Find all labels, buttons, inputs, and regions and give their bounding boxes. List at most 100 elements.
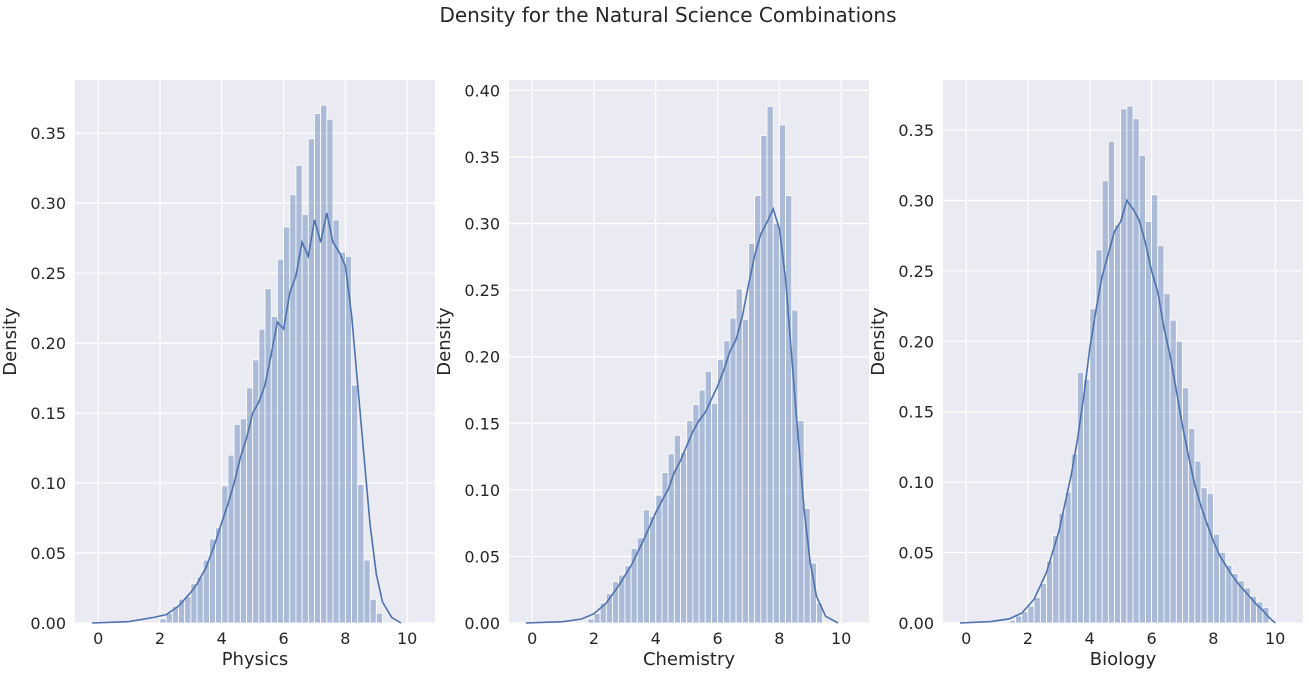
- y-tick-label: 0.20: [464, 348, 500, 367]
- x-axis-label: Chemistry: [643, 649, 735, 670]
- histogram-bar: [363, 559, 371, 624]
- y-tick-label: 0.00: [30, 614, 66, 633]
- histogram-bar: [1157, 245, 1165, 624]
- histogram-bar: [270, 316, 278, 624]
- histogram-bar: [1145, 221, 1152, 624]
- histogram-bar: [723, 340, 731, 624]
- panels: 0 2 4 6 8 10 0.00 0.05 0.10 0.15 0.20 0.25 0.30 0.35 P…: [0, 80, 1303, 670]
- histogram-bar: [741, 319, 749, 624]
- x-axis-label: Physics: [222, 649, 289, 670]
- y-tick-label: 0.00: [898, 614, 934, 633]
- y-tick-label: 0.05: [898, 544, 934, 563]
- histogram-bar: [1126, 105, 1134, 624]
- x-tick-label: 2: [589, 629, 599, 648]
- histogram-bar: [1194, 460, 1202, 624]
- plot-area: [509, 80, 869, 623]
- histogram-bar: [778, 124, 786, 624]
- histogram-bar: [227, 454, 235, 624]
- histogram-bar: [252, 359, 260, 624]
- x-tick-label: 6: [1146, 629, 1156, 648]
- x-tick-label: 4: [217, 629, 227, 648]
- histogram-bar: [326, 118, 334, 624]
- histogram-bar: [698, 389, 706, 624]
- histogram-bar: [655, 494, 663, 624]
- histogram-bar: [711, 402, 718, 624]
- subplot-physics: 0 2 4 6 8 10 0.00 0.05 0.10 0.15 0.20 0.25 0.30 0.35 P…: [0, 80, 435, 670]
- histogram-bar: [1206, 493, 1214, 624]
- x-tick-label: 0: [961, 629, 971, 648]
- histogram-bar: [283, 226, 291, 624]
- x-tick-label: 8: [340, 629, 350, 648]
- histogram-bar: [618, 574, 626, 624]
- histogram-bar: [1101, 180, 1109, 624]
- y-tick-label: 0.00: [464, 614, 500, 633]
- histogram-bar: [1089, 308, 1097, 624]
- x-tick-label: 2: [155, 629, 165, 648]
- histogram-bar: [1169, 319, 1177, 624]
- x-axis-label: Biology: [1090, 649, 1157, 670]
- histogram-bar: [1077, 371, 1085, 624]
- x-tick-label: 0: [527, 629, 537, 648]
- histogram-bar: [1132, 118, 1140, 624]
- y-tick-label: 0.40: [464, 81, 500, 100]
- histogram-bar: [791, 309, 799, 624]
- histogram-bar: [369, 598, 377, 624]
- histogram-bar: [338, 251, 346, 624]
- histogram-bar: [289, 194, 297, 624]
- y-tick-label: 0.15: [30, 404, 66, 423]
- histogram-bar: [692, 404, 700, 624]
- y-tick-label: 0.30: [898, 191, 934, 210]
- x-tick-label: 4: [651, 629, 661, 648]
- y-tick-label: 0.30: [464, 215, 500, 234]
- y-axis-label: Density: [868, 307, 889, 376]
- y-axis-label: Density: [434, 307, 455, 376]
- histogram-bar: [803, 508, 811, 624]
- plot-area: [943, 80, 1303, 623]
- histogram-bar: [1064, 491, 1072, 624]
- histogram-bar: [320, 104, 328, 624]
- histogram-bar: [766, 105, 774, 624]
- x-tick-label: 10: [831, 629, 851, 648]
- y-tick-label: 0.25: [464, 281, 500, 300]
- x-tick-label: 8: [774, 629, 784, 648]
- plot-area: [75, 80, 435, 623]
- histogram-bar: [1015, 615, 1023, 624]
- histogram-bar: [1021, 611, 1029, 624]
- histogram-bar: [754, 195, 762, 624]
- x-tick-label: 2: [1023, 629, 1033, 648]
- x-tick-label: 10: [1265, 629, 1285, 648]
- kde-line: [525, 206, 839, 624]
- histogram-bar: [277, 258, 284, 624]
- histogram-bar: [686, 420, 694, 624]
- y-tick-label: 0.25: [898, 262, 934, 281]
- histogram-bar: [1083, 378, 1091, 624]
- histogram-bar: [748, 243, 756, 624]
- histogram-bar: [184, 596, 192, 624]
- histogram-bar: [1182, 387, 1190, 624]
- histogram-bar: [760, 135, 768, 624]
- histogram-bar: [1262, 607, 1270, 624]
- histogram-bar: [729, 317, 737, 624]
- x-tick-label: 6: [712, 629, 722, 648]
- histogram-bar: [1107, 140, 1115, 624]
- y-tick-label: 0.35: [898, 121, 934, 140]
- histogram-bar: [332, 219, 340, 624]
- histogram-bar: [159, 618, 167, 624]
- histogram-bar: [233, 423, 241, 624]
- y-tick-label: 0.20: [30, 334, 66, 353]
- kde-line: [91, 212, 402, 624]
- x-tick-label: 0: [93, 629, 103, 648]
- histogram-bar: [1151, 194, 1159, 624]
- histogram-bar: [215, 527, 223, 624]
- y-tick-label: 0.30: [30, 194, 66, 213]
- histogram-bar: [680, 452, 688, 624]
- y-tick-label: 0.15: [464, 414, 500, 433]
- histogram-bar: [351, 384, 359, 624]
- y-tick-label: 0.15: [898, 403, 934, 422]
- histogram-bar: [1039, 583, 1047, 624]
- y-tick-label: 0.25: [30, 264, 66, 283]
- kde-line: [959, 198, 1276, 624]
- histogram-bar: [295, 164, 303, 624]
- subplot-chemistry: 0 2 4 6 8 10 0.00 0.05 0.10 0.15 0.20 0.25 0.30 0.35 0…: [434, 80, 869, 670]
